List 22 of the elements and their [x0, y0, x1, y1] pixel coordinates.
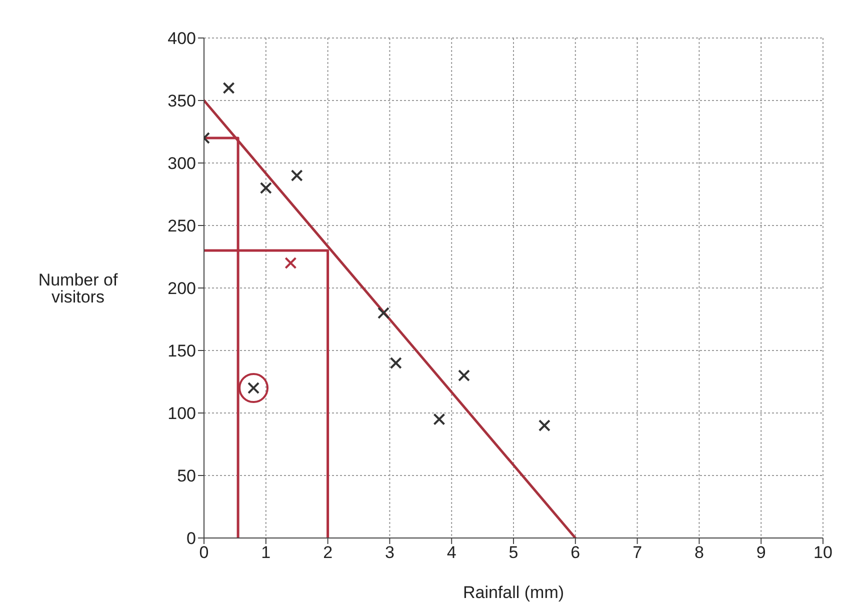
x-tick-label: 4 [446, 543, 456, 562]
y-tick-label: 200 [168, 279, 196, 298]
x-tick-label: 0 [199, 543, 209, 562]
y-tick-label: 350 [168, 92, 196, 111]
y-tick-label: 0 [186, 529, 196, 548]
x-tick-label: 3 [384, 543, 394, 562]
y-tick-label: 400 [168, 29, 196, 48]
x-tick-label: 2 [323, 543, 333, 562]
x-tick-label: 8 [694, 543, 704, 562]
x-tick-label: 5 [508, 543, 518, 562]
y-axis-title: Number of visitors [38, 270, 118, 307]
y-tick-label: 150 [168, 342, 196, 361]
y-tick-label: 50 [177, 466, 196, 486]
x-tick-label: 9 [756, 543, 766, 562]
y-tick-label: 300 [168, 154, 196, 174]
x-tick-label: 10 [814, 543, 832, 562]
x-axis-title: Rainfall (mm) [462, 583, 564, 602]
y-tick-label: 250 [168, 216, 196, 236]
y-tick-label: 100 [168, 404, 196, 424]
x-tick-label: 7 [632, 543, 642, 562]
x-tick-label: 6 [570, 543, 580, 562]
x-tick-label: 1 [261, 543, 271, 562]
